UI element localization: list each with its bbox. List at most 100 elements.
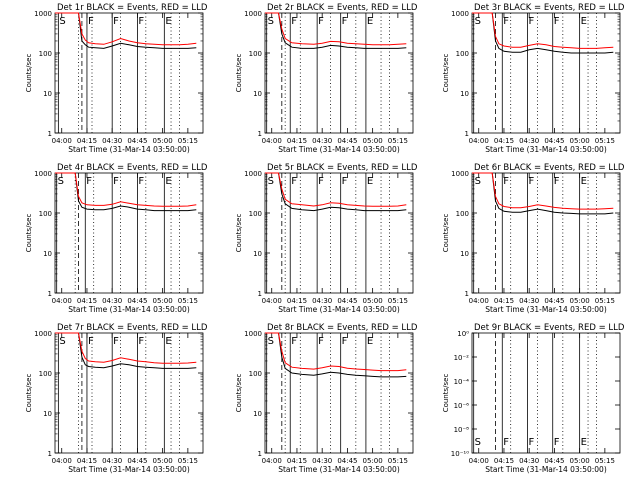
lld-series-line [55, 332, 197, 364]
plot-frame [471, 332, 621, 454]
event-marker-label: F [138, 16, 144, 27]
event-marker-label: F [291, 16, 297, 27]
panel-det-7: Det 7r BLACK = Events, RED = LLD 1 10 100 10… [25, 323, 208, 474]
panel-title: Det 6r BLACK = Events, RED = LLD [474, 163, 625, 173]
x-tick-label: 05:15 [388, 457, 408, 465]
x-tick-label: 04:00 [469, 457, 489, 465]
y-tick-label: 10 [253, 410, 262, 418]
y-axis-label: Counts/sec [25, 214, 33, 253]
panel-det-5: Det 5r BLACK = Events, RED = LLD 1 10 100 10… [235, 163, 418, 314]
event-marker-label: F [318, 176, 324, 187]
y-axis-label: Counts/sec [442, 54, 450, 93]
events-series-line [472, 172, 614, 215]
plot-frame [471, 172, 621, 294]
events-series-line [265, 172, 407, 212]
x-tick-label: 04:15 [287, 297, 307, 305]
x-tick-label: 05:00 [570, 457, 590, 465]
x-tick-label: 04:30 [519, 457, 539, 465]
x-tick-label: 04:45 [337, 137, 357, 145]
y-tick-label: 1000 [244, 330, 262, 338]
panel-det-2: Det 2r BLACK = Events, RED = LLD 1 10 100 10… [235, 3, 418, 154]
y-tick-label: 10 [460, 250, 469, 258]
x-tick-label: 04:00 [52, 457, 72, 465]
event-marker-label: E [165, 176, 171, 187]
event-marker-label: F [291, 336, 297, 347]
x-tick-label: 04:15 [77, 297, 97, 305]
x-tick-label: 04:30 [312, 137, 332, 145]
y-tick-label: 1 [258, 130, 262, 138]
x-tick-label: 05:15 [178, 297, 198, 305]
x-tick-label: 04:15 [494, 137, 514, 145]
x-axis-label: Start Time (31-Mar-14 03:50:00) [278, 145, 400, 154]
panel-det-4: Det 4r BLACK = Events, RED = LLD 1 10 100 10… [25, 163, 208, 314]
x-tick-label: 05:00 [153, 457, 173, 465]
event-marker-label: E [581, 16, 587, 27]
lld-series-line [55, 12, 197, 46]
y-axis-label: Counts/sec [235, 54, 243, 93]
x-tick-label: 05:15 [595, 457, 615, 465]
y-tick-label: 100 [456, 210, 469, 218]
y-tick-label: 10 [460, 90, 469, 98]
y-axis-label: Counts/sec [442, 374, 450, 413]
panel-title: Det 5r BLACK = Events, RED = LLD [267, 163, 418, 173]
event-marker-label: F [554, 176, 560, 187]
y-tick-label: 1000 [451, 10, 469, 18]
x-axis-label: Start Time (31-Mar-14 03:50:00) [485, 145, 607, 154]
y-tick-label: 1000 [34, 330, 52, 338]
x-tick-label: 04:00 [262, 457, 282, 465]
event-marker-label: F [342, 16, 348, 27]
x-tick-label: 04:15 [494, 297, 514, 305]
event-marker-label: E [367, 176, 373, 187]
x-tick-label: 04:30 [102, 137, 122, 145]
events-series-line [55, 172, 197, 212]
y-tick-label: 100 [456, 50, 469, 58]
lld-series-line [265, 172, 407, 207]
y-tick-label: 1 [48, 130, 52, 138]
event-marker-label: S [59, 16, 65, 27]
y-axis-label: Counts/sec [235, 214, 243, 253]
x-axis-label: Start Time (31-Mar-14 03:50:00) [278, 305, 400, 314]
event-marker-label: E [581, 437, 587, 448]
event-marker-label: F [113, 176, 119, 187]
event-marker-label: S [58, 176, 64, 187]
x-tick-label: 04:45 [337, 457, 357, 465]
x-tick-label: 04:30 [519, 297, 539, 305]
event-marker-label: F [503, 176, 509, 187]
y-axis-label: Counts/sec [25, 374, 33, 413]
y-tick-label: 100 [39, 370, 52, 378]
x-tick-label: 04:45 [544, 457, 564, 465]
x-axis-label: Start Time (31-Mar-14 03:50:00) [68, 305, 190, 314]
x-tick-label: 05:00 [153, 137, 173, 145]
x-tick-label: 04:15 [77, 137, 97, 145]
y-tick-label: 100 [39, 50, 52, 58]
event-marker-label: F [88, 336, 94, 347]
panel-det-6: Det 6r BLACK = Events, RED = LLD 1 10 100 10… [442, 163, 625, 314]
y-tick-label: 10⁰ [457, 330, 469, 338]
lld-series-line [472, 12, 614, 49]
x-tick-label: 04:15 [287, 137, 307, 145]
plot-frame [54, 12, 204, 134]
event-marker-label: F [503, 437, 509, 448]
x-tick-label: 04:30 [312, 457, 332, 465]
x-tick-label: 04:00 [262, 297, 282, 305]
x-tick-label: 05:00 [363, 137, 383, 145]
y-tick-label: 10⁻⁶ [454, 402, 470, 410]
panel-title: Det 8r BLACK = Events, RED = LLD [267, 323, 418, 333]
y-tick-label: 1 [465, 130, 469, 138]
y-axis-label: Counts/sec [235, 374, 243, 413]
y-tick-label: 1 [258, 290, 262, 298]
panel-title: Det 1r BLACK = Events, RED = LLD [57, 3, 208, 13]
event-marker-label: F [554, 16, 560, 27]
event-marker-label: F [342, 176, 348, 187]
panel-title: Det 2r BLACK = Events, RED = LLD [267, 3, 418, 13]
x-tick-label: 04:15 [287, 457, 307, 465]
y-axis-label: Counts/sec [25, 54, 33, 93]
panel-det-8: Det 8r BLACK = Events, RED = LLD 1 10 100 10… [235, 323, 418, 474]
event-marker-label: S [268, 16, 274, 27]
y-tick-label: 1000 [244, 10, 262, 18]
y-tick-label: 100 [39, 210, 52, 218]
event-marker-label: F [554, 437, 560, 448]
x-tick-label: 04:00 [262, 137, 282, 145]
plot-frame [264, 12, 414, 134]
plot-frame [471, 12, 621, 134]
